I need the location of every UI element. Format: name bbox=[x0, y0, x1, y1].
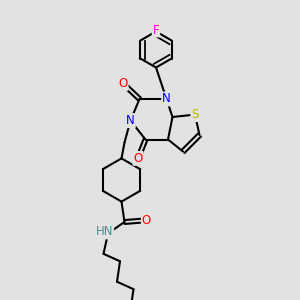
Text: N: N bbox=[162, 92, 171, 106]
Text: F: F bbox=[153, 23, 159, 37]
Text: N: N bbox=[126, 114, 135, 127]
Text: O: O bbox=[134, 152, 142, 165]
Text: O: O bbox=[142, 214, 151, 227]
Text: HN: HN bbox=[96, 225, 113, 239]
Text: S: S bbox=[191, 108, 199, 121]
Text: O: O bbox=[118, 77, 127, 90]
